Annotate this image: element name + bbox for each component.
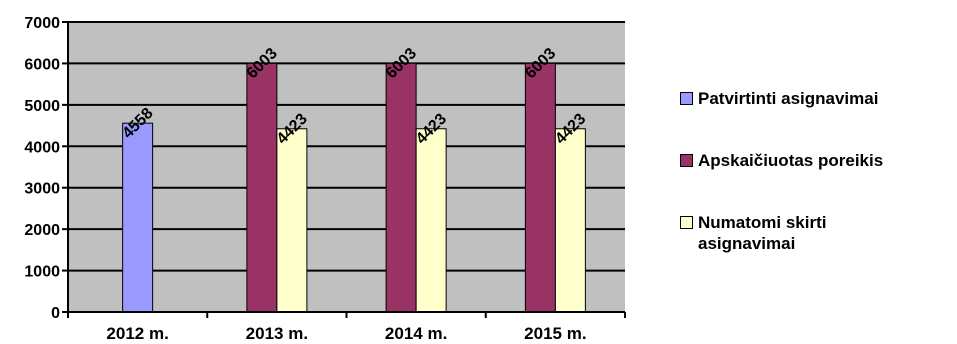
y-tick-label: 6000 (24, 56, 60, 73)
y-tick-label: 2000 (24, 222, 60, 239)
legend-item: Apskaičiuotas poreikis (680, 150, 953, 171)
x-category-label: 2015 m. (524, 324, 586, 343)
x-category-label: 2012 m. (106, 324, 168, 343)
bar (554, 128, 586, 313)
bar (415, 128, 447, 313)
bar (524, 62, 556, 313)
bar (246, 62, 278, 313)
legend-label: Numatomi skirti asignavimai (698, 213, 827, 253)
bar (122, 122, 154, 313)
x-category-label: 2014 m. (385, 324, 447, 343)
axes (62, 21, 626, 318)
bar (385, 62, 417, 313)
legend-label: Patvirtinti asignavimai (698, 89, 879, 108)
x-axis-categories: 2012 m. 2013 m. 2014 m. 2015 m. (106, 324, 586, 343)
y-tick-label: 3000 (24, 181, 60, 198)
y-tick-label: 4000 (24, 139, 60, 156)
legend-item: Numatomi skirti asignavimai (680, 212, 873, 254)
bar (276, 128, 308, 313)
y-tick-label: 0 (51, 305, 60, 322)
legend-swatch (680, 154, 693, 167)
x-category-label: 2013 m. (246, 324, 308, 343)
y-tick-label: 1000 (24, 264, 60, 281)
y-axis-ticks: 0 1000 2000 3000 4000 5000 6000 7000 (24, 15, 60, 322)
y-tick-label: 5000 (24, 98, 60, 115)
legend-swatch (680, 216, 693, 229)
y-tick-label: 7000 (24, 15, 60, 32)
legend-item: Patvirtinti asignavimai (680, 88, 953, 109)
legend-label: Apskaičiuotas poreikis (698, 151, 884, 170)
legend-swatch (680, 92, 693, 105)
